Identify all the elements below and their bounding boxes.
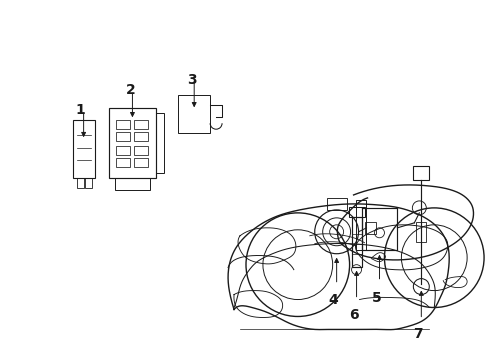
Text: 5: 5 xyxy=(371,291,381,305)
Text: 7: 7 xyxy=(413,328,422,341)
Text: 4: 4 xyxy=(328,293,338,307)
Text: 2: 2 xyxy=(125,84,135,97)
Text: 6: 6 xyxy=(348,307,358,321)
Text: 1: 1 xyxy=(76,103,85,117)
Text: 3: 3 xyxy=(187,73,197,87)
